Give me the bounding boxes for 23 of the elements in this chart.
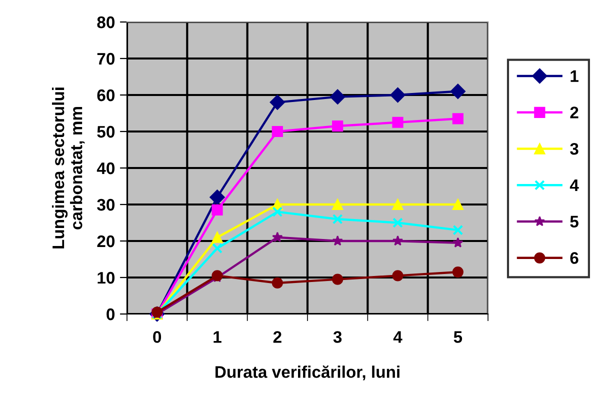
x-tick-label: 2: [273, 331, 282, 343]
y-tick-label: 80: [97, 16, 115, 28]
legend-label: 4: [570, 180, 579, 191]
y-tick-label: 30: [97, 198, 115, 211]
y-axis-title: Lungimea sectorului carbonatat, mm: [52, 88, 85, 248]
y-tick-label: 10: [98, 272, 115, 284]
x-tick-label: 5: [454, 331, 462, 343]
y-tick-label: 0: [106, 308, 115, 320]
x-tick-label: 0: [153, 331, 162, 343]
x-tick-label: 3: [333, 331, 342, 343]
legend-label: 5: [570, 216, 578, 228]
y-tick-label: 50: [97, 126, 115, 138]
legend-label: 2: [570, 106, 578, 118]
x-tick-label: 1: [214, 331, 222, 343]
y-tick-label: 40: [96, 162, 115, 174]
y-tick-label: 20: [97, 235, 115, 248]
legend-label: 1: [570, 70, 578, 82]
y-tick-label: 60: [97, 89, 115, 102]
x-tick-label: 4: [393, 331, 402, 343]
y-tick-label: 70: [97, 52, 115, 65]
legend-label: 3: [570, 142, 578, 155]
x-axis-title: Durata verificărilor, luni: [216, 365, 400, 380]
legend-label: 6: [570, 252, 578, 264]
